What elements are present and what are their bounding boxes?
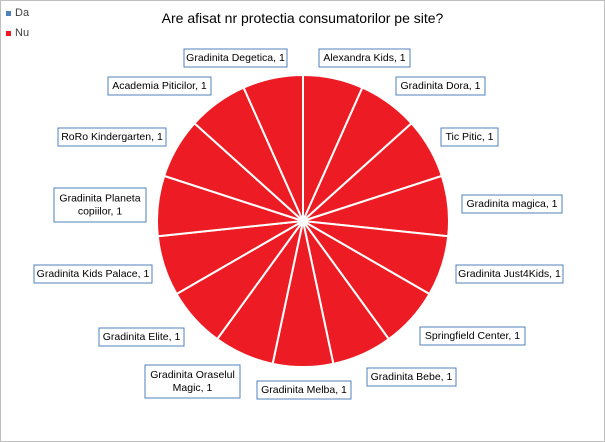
data-label-box (395, 76, 486, 96)
data-label-box (256, 380, 352, 400)
legend-item-nu: Nu (6, 23, 29, 43)
data-label-gradinita-elite: Gradinita Elite, 1 (98, 327, 185, 347)
data-label-text: Alexandra Kids, 1 (323, 52, 405, 64)
data-label-gradinita-dora: Gradinita Dora, 1 (395, 76, 486, 96)
data-label-academia-piticilor: Academia Piticilor, 1 (107, 76, 212, 96)
legend: Da Nu (6, 3, 29, 43)
data-label-box (461, 194, 563, 214)
data-label-text: Gradinita Melba, 1 (261, 384, 347, 396)
data-label-text: Gradinita Just4Kids, 1 (458, 268, 561, 280)
data-label-tic-pitic: Tic Pitic, 1 (440, 127, 499, 147)
data-label-box (53, 187, 147, 223)
data-label-text: Springfield Center, 1 (425, 330, 520, 342)
data-label-box (144, 364, 241, 399)
data-label-box (183, 48, 288, 68)
data-label-gradinita-kids-palace: Gradinita Kids Palace, 1 (33, 264, 153, 284)
data-label-box (419, 326, 526, 346)
data-label-springfield-center: Springfield Center, 1 (419, 326, 526, 346)
data-label-box (98, 327, 185, 347)
data-label-gradinita-bebe: Gradinita Bebe, 1 (366, 367, 457, 387)
pie-slice-gradinita-degetica (242, 73, 304, 222)
data-label-box (440, 127, 499, 147)
data-label-gradinita-degetica: Gradinita Degetica, 1 (183, 48, 288, 68)
data-label-text: Tic Pitic, 1 (445, 131, 493, 143)
data-label-text: Gradinita Oraselul (150, 369, 235, 381)
legend-label-da: Da (15, 7, 30, 19)
chart-title: Are afisat nr protectia consumatorilor p… (161, 10, 444, 26)
data-label-box (57, 127, 167, 147)
data-label-text: Gradinita Bebe, 1 (371, 371, 453, 383)
data-label-text: copiilor, 1 (78, 206, 123, 218)
data-label-text: Gradinita Kids Palace, 1 (37, 268, 150, 280)
data-label-box (107, 76, 212, 96)
data-label-box (318, 48, 411, 68)
data-label-box (33, 264, 153, 284)
data-label-text: RoRo Kindergarten, 1 (61, 131, 163, 143)
data-label-box (366, 367, 457, 387)
data-label-roro-kindergarten: RoRo Kindergarten, 1 (57, 127, 167, 147)
data-label-text: Gradinita Elite, 1 (103, 331, 181, 343)
data-label-text: Gradinita Degetica, 1 (186, 52, 285, 64)
data-label-text: Gradinita Dora, 1 (401, 80, 481, 92)
data-label-gradinita-melba: Gradinita Melba, 1 (256, 380, 352, 400)
legend-swatch-nu (6, 30, 11, 36)
data-label-gradinita-magica: Gradinita magica, 1 (461, 194, 563, 214)
data-label-text: Academia Piticilor, 1 (112, 80, 207, 92)
data-label-box (455, 264, 564, 284)
data-label-text: Gradinita magica, 1 (466, 198, 557, 210)
legend-label-nu: Nu (15, 27, 30, 39)
data-label-text: Magic, 1 (173, 382, 213, 394)
data-label-gradinita-just4kids: Gradinita Just4Kids, 1 (455, 264, 564, 284)
data-label-text: Gradinita Planeta (59, 193, 140, 205)
data-label-alexandra-kids: Alexandra Kids, 1 (318, 48, 411, 68)
legend-swatch-da (6, 10, 11, 16)
legend-item-da: Da (6, 3, 29, 23)
